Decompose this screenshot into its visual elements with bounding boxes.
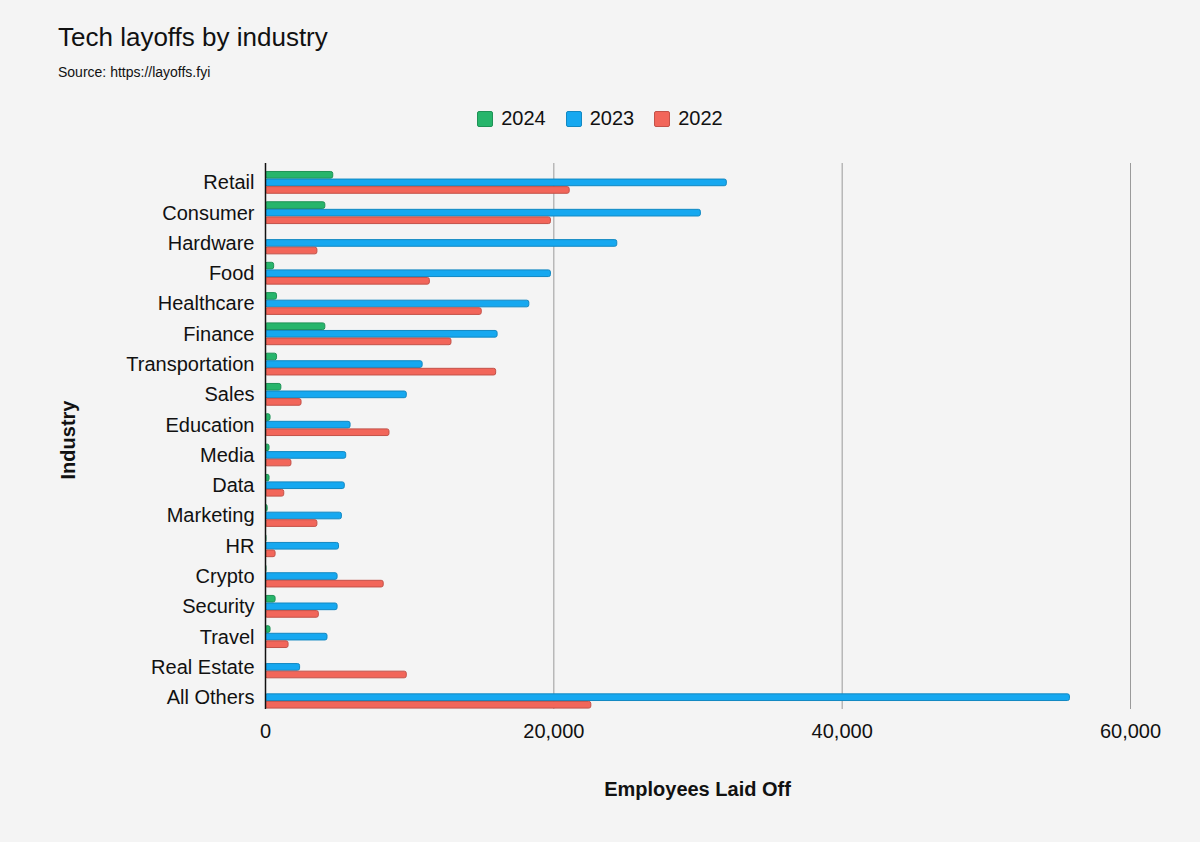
svg-text:60,000: 60,000 [1100,720,1161,742]
svg-text:Crypto: Crypto [196,565,255,587]
svg-text:40,000: 40,000 [812,720,873,742]
svg-text:Travel: Travel [200,626,255,648]
svg-text:0: 0 [260,720,271,742]
html-text:Employees Laid Off: Employees Laid Off [604,778,791,800]
svg-text:Data: Data [212,474,255,496]
svg-text:Hardware: Hardware [168,232,255,254]
html-text:2022: 2022 [678,107,723,130]
svg-text:20,000: 20,000 [523,720,584,742]
svg-text:Retail: Retail [203,171,254,193]
svg-text:Food: Food [209,262,255,284]
svg-text:All Others: All Others [167,686,255,708]
svg-text:Sales: Sales [204,383,254,405]
svg-text:HR: HR [226,535,255,557]
svg-text:Marketing: Marketing [167,504,255,526]
html-text:2023: 2023 [589,107,635,130]
svg-text:Real Estate: Real Estate [151,656,254,678]
html-text:Industry: Industry [56,400,79,480]
html-text:Source: https://layoffs.fyi: Source: https://layoffs.fyi [58,64,211,80]
html-text:2024: 2024 [501,107,546,130]
svg-text:Media: Media [200,444,255,466]
svg-text:Consumer: Consumer [162,202,255,224]
svg-text:Security: Security [182,595,254,617]
svg-text:Finance: Finance [183,323,254,345]
svg-text:Healthcare: Healthcare [158,292,255,314]
svg-text:Transportation: Transportation [126,353,254,375]
svg-text:Education: Education [166,414,255,436]
html-text:Tech layoffs by industry: Tech layoffs by industry [58,22,328,52]
